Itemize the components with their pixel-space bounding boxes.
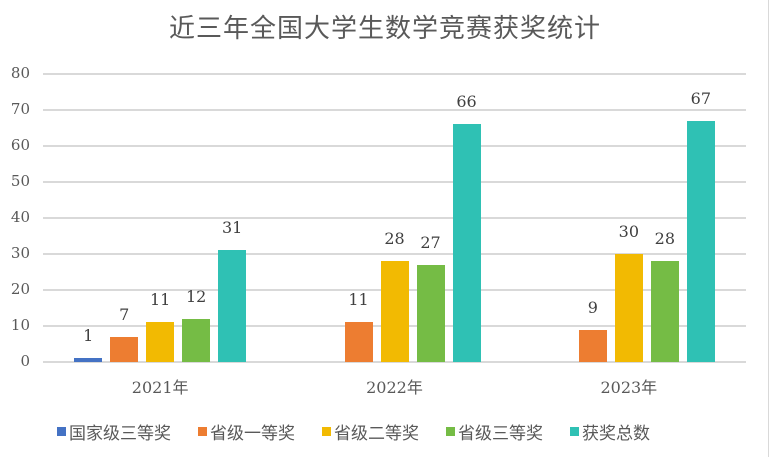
data-label: 1 xyxy=(83,326,94,346)
y-tick-label: 70 xyxy=(10,100,30,118)
legend-item: 省级一等奖 xyxy=(198,419,295,444)
legend-label: 省级二等奖 xyxy=(334,424,419,444)
y-tick-label: 40 xyxy=(10,208,30,226)
bar xyxy=(344,322,373,362)
legend-item: 国家级三等奖 xyxy=(57,419,171,444)
data-label: 9 xyxy=(587,297,598,317)
data-label: 11 xyxy=(149,290,171,310)
chart-title: 近三年全国大学生数学竞赛获奖统计 xyxy=(168,14,601,44)
gridline xyxy=(43,181,746,183)
bar xyxy=(146,322,175,362)
y-tick-label: 0 xyxy=(20,352,30,370)
data-label: 7 xyxy=(119,304,130,324)
legend-swatch-icon xyxy=(57,427,66,436)
gridline xyxy=(43,109,746,111)
data-label: 27 xyxy=(420,232,441,252)
data-label: 28 xyxy=(384,229,405,249)
legend-item: 省级二等奖 xyxy=(322,419,419,444)
y-tick-label: 30 xyxy=(10,244,30,262)
legend-swatch-icon xyxy=(570,427,579,436)
gridline xyxy=(43,253,746,255)
bar xyxy=(650,261,679,362)
legend-item: 获奖总数 xyxy=(570,419,650,444)
data-label: 67 xyxy=(690,88,711,108)
legend-label: 省级三等奖 xyxy=(458,424,543,444)
data-label: 31 xyxy=(221,218,243,238)
legend-item: 省级三等奖 xyxy=(446,419,543,444)
legend-swatch-icon xyxy=(322,427,331,436)
data-label: 30 xyxy=(618,222,639,241)
bar xyxy=(614,254,643,362)
data-label: 66 xyxy=(456,92,477,112)
y-tick-label: 50 xyxy=(10,172,30,190)
data-label: 11 xyxy=(348,290,369,310)
bar xyxy=(578,329,607,362)
gridline xyxy=(43,73,746,75)
bar xyxy=(74,358,103,362)
gridline xyxy=(43,217,746,219)
x-tick-label: 2021年 xyxy=(131,378,189,397)
bar xyxy=(416,264,445,362)
legend-swatch-icon xyxy=(198,427,207,436)
x-tick-label: 2022年 xyxy=(366,378,423,397)
bar xyxy=(110,336,139,362)
data-label: 12 xyxy=(185,286,207,306)
bar xyxy=(686,120,715,362)
bar xyxy=(452,124,481,362)
bar xyxy=(218,250,247,362)
legend-label: 省级一等奖 xyxy=(210,424,295,444)
legend: 国家级三等奖 省级一等奖 省级二等奖 省级三等奖 获奖总数 xyxy=(57,419,650,444)
legend-label: 获奖总数 xyxy=(582,424,650,444)
y-tick-label: 20 xyxy=(10,280,30,298)
legend-label: 国家级三等奖 xyxy=(69,424,171,444)
bar xyxy=(380,261,409,362)
gridline xyxy=(43,361,746,363)
y-tick-label: 60 xyxy=(10,136,30,154)
x-tick-label: 2023年 xyxy=(600,378,658,397)
bar xyxy=(182,318,211,362)
plot-area: 0 10 20 30 40 50 60 70 80 1 7 11 12 31 11 28 27 66 9 30 28 67 xyxy=(11,64,746,370)
y-tick-label: 80 xyxy=(10,64,30,82)
y-tick-label: 10 xyxy=(10,316,30,334)
legend-swatch-icon xyxy=(446,427,455,436)
data-label: 28 xyxy=(654,229,675,249)
gridline xyxy=(43,145,746,147)
